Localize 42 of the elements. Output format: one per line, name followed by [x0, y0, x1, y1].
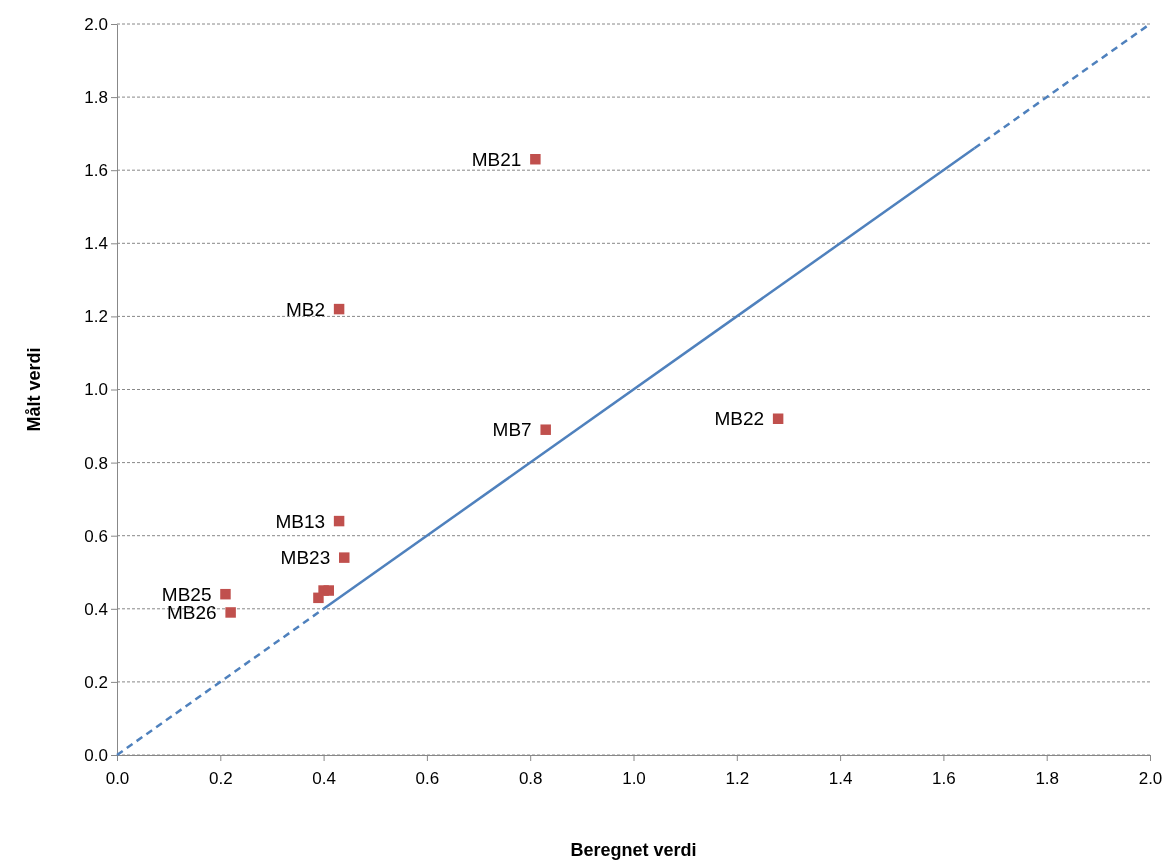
- annotation: MB2: [286, 298, 326, 320]
- x-tick-label: 0.8: [518, 769, 543, 789]
- x-tick-label: 1.6: [932, 769, 956, 789]
- point: [530, 153, 541, 165]
- point: [772, 413, 784, 424]
- y-tick-label: 0.8: [84, 453, 108, 473]
- x-tick-label: 1.0: [622, 769, 646, 789]
- y-tick-label: 0.6: [84, 526, 108, 546]
- point: [220, 588, 231, 600]
- y-tick-label: 1.6: [84, 161, 108, 181]
- x-tick-label: 1.8: [1035, 769, 1060, 789]
- x-tick-label: 2.0: [1138, 769, 1163, 789]
- x-tick-label: 0.2: [208, 769, 233, 789]
- x-tick-label: 0.4: [312, 769, 336, 789]
- y-tick-label: 1.2: [84, 307, 108, 327]
- point: [333, 303, 345, 315]
- x-tick-label: 1.2: [725, 769, 750, 789]
- annotation: MB22: [714, 408, 765, 430]
- annotation: MB26: [166, 602, 217, 624]
- point: [540, 424, 551, 435]
- annotation: MB25: [161, 583, 212, 605]
- point: [339, 552, 350, 563]
- y-tick-label: 1.8: [84, 88, 108, 108]
- annotation: MB21: [471, 148, 522, 170]
- y-tick-label: 1.4: [84, 234, 108, 254]
- x-tick-label: 0.0: [105, 769, 130, 789]
- annotation: MB7: [492, 419, 532, 441]
- point: [313, 592, 324, 604]
- point: [323, 585, 335, 596]
- y-tick-label: 0.0: [84, 745, 108, 765]
- y-tick-label: 0.4: [84, 599, 108, 619]
- x-tick-label: 1.4: [828, 769, 853, 789]
- x-tick-label: 0.6: [415, 769, 440, 789]
- x-axis-title: Beregnet verdi: [570, 840, 697, 860]
- point: [333, 515, 345, 527]
- annotation: MB13: [275, 510, 326, 532]
- y-axis-title: Målt verdi: [24, 347, 44, 432]
- y-tick-label: 1.0: [84, 380, 108, 400]
- y-tick-label: 2.0: [84, 14, 108, 34]
- point: [225, 607, 236, 618]
- annotation: MB23: [280, 547, 331, 569]
- y-tick-label: 0.2: [84, 672, 108, 692]
